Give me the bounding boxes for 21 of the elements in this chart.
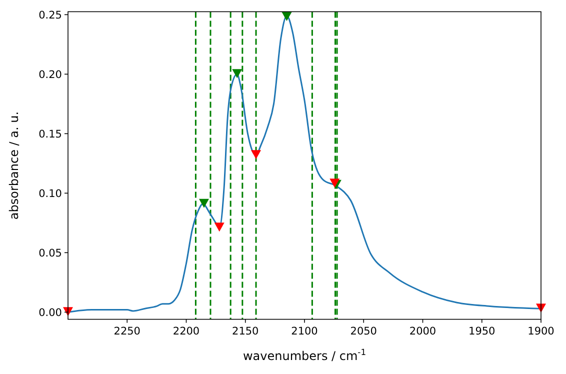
y-tick-label: 0.10	[38, 188, 62, 200]
x-tick-label: 2000	[409, 325, 436, 338]
x-tick-label: 2100	[291, 325, 318, 338]
point	[251, 150, 262, 160]
point	[282, 12, 292, 22]
y-tick-label: 0.05	[38, 247, 62, 260]
x-tick-label: 2250	[114, 325, 140, 338]
x-tick-label: 2050	[350, 325, 377, 338]
y-tick-label: 0.15	[38, 128, 62, 140]
point	[232, 69, 242, 78]
x-tick-label: 2150	[232, 325, 259, 338]
y-tick-label: 0.00	[38, 306, 62, 319]
x-tick-label: 1900	[528, 325, 554, 338]
y-tick-label: 0.25	[38, 9, 62, 22]
x-tick-label: 1950	[468, 325, 496, 338]
x-axis-title: wavenumbers / cm$^{-1}$	[242, 347, 366, 363]
point	[214, 222, 224, 232]
point	[198, 198, 209, 208]
x-tick-label: 2200	[172, 325, 200, 338]
y-axis-title: absorbance / a. u.	[7, 111, 21, 220]
y-tick-label: 0.20	[38, 68, 62, 81]
